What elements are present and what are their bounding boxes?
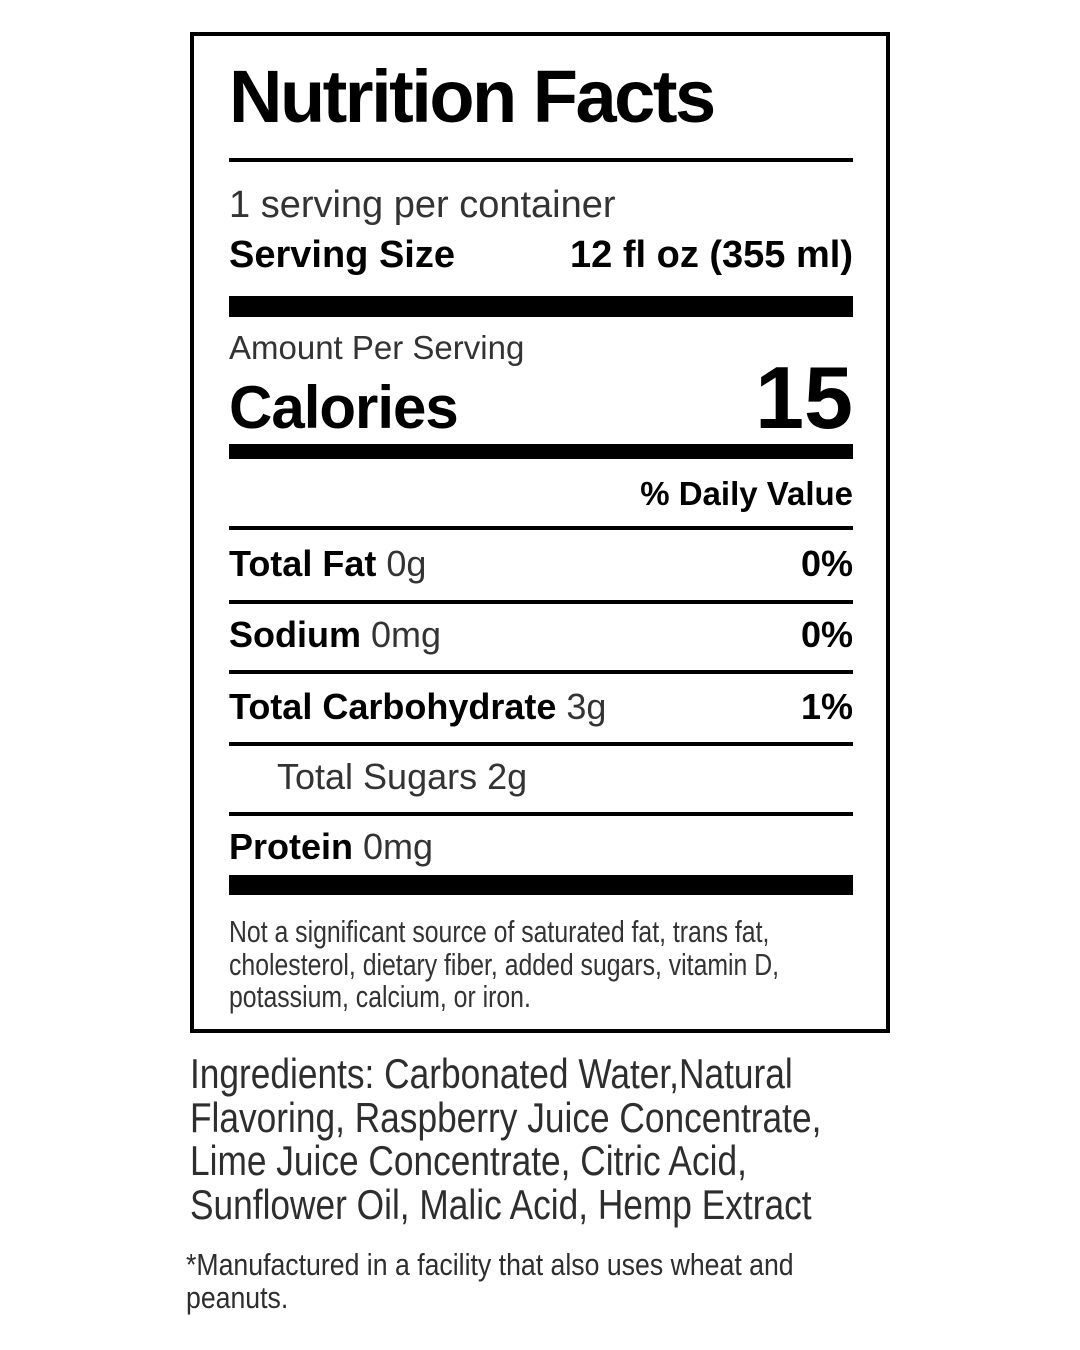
nutrient-row-total-fat: Total Fat 0g 0% bbox=[229, 541, 853, 587]
thick-separator-top bbox=[229, 296, 853, 317]
serving-size-label: Serving Size bbox=[229, 234, 455, 276]
thick-separator-bottom bbox=[229, 875, 853, 895]
nutrient-row-protein: Protein 0mg bbox=[229, 824, 853, 870]
nutrient-daily-value: 0% bbox=[800, 614, 853, 655]
daily-value-header: % Daily Value bbox=[640, 475, 853, 512]
footnote-line: cholesterol, dietary fiber, added sugars… bbox=[229, 946, 780, 982]
ingredients-line: Ingredients: Carbonated Water,Natural bbox=[190, 1050, 793, 1097]
ingredients-paragraph: Ingredients: Carbonated Water,Natural Fl… bbox=[190, 1052, 821, 1226]
row-divider-2 bbox=[229, 600, 853, 604]
nutrient-amount: 0g bbox=[386, 543, 427, 584]
allergen-line: peanuts. bbox=[186, 1280, 289, 1315]
serving-size-value: 12 fl oz (355 ml) bbox=[570, 234, 853, 276]
nutrient-amount: 0mg bbox=[371, 614, 442, 655]
medium-separator-calories bbox=[229, 444, 853, 459]
allergen-line: *Manufactured in a facility that also us… bbox=[186, 1247, 794, 1282]
nutrient-name: Protein bbox=[229, 826, 354, 867]
nutrient-row-left: Total Sugars 2g bbox=[277, 754, 527, 800]
ingredients-line: Lime Juice Concentrate, Citric Acid, bbox=[190, 1137, 747, 1184]
row-divider-4 bbox=[229, 742, 853, 746]
row-divider-3 bbox=[229, 670, 853, 674]
title-divider bbox=[229, 158, 853, 162]
ingredients-line: Sunflower Oil, Malic Acid, Hemp Extract bbox=[190, 1180, 812, 1228]
footnote-line: potassium, calcium, or iron. bbox=[229, 979, 531, 1014]
nutrient-daily-value: 1% bbox=[800, 686, 853, 727]
calories-value: 15 bbox=[755, 348, 853, 447]
amount-per-serving-label: Amount Per Serving bbox=[229, 329, 525, 366]
row-divider-1 bbox=[229, 526, 853, 530]
row-divider-5 bbox=[229, 812, 853, 816]
nutrient-amount: 3g bbox=[566, 686, 607, 727]
serving-size-row: Serving Size 12 fl oz (355 ml) bbox=[229, 232, 853, 278]
nutrient-amount: 2g bbox=[487, 756, 528, 797]
nutrient-row-total-carbohydrate: Total Carbohydrate 3g 1% bbox=[229, 684, 853, 730]
nutrition-facts-title: Nutrition Facts bbox=[229, 55, 716, 138]
footnote: Not a significant source of saturated fa… bbox=[229, 914, 780, 1014]
nutrient-row-left: Total Fat 0g bbox=[229, 541, 426, 587]
calories-label: Calories bbox=[229, 374, 459, 441]
nutrition-facts-panel: Nutrition Facts 1 serving per container … bbox=[190, 32, 890, 1033]
nutrient-row-sodium: Sodium 0mg 0% bbox=[229, 612, 853, 658]
calories-row: Calories 15 bbox=[229, 354, 853, 442]
nutrient-name: Total Carbohydrate bbox=[229, 686, 557, 727]
nutrient-name: Total Sugars bbox=[277, 756, 478, 797]
nutrient-name: Total Fat bbox=[229, 543, 377, 584]
servings-per-container: 1 serving per container bbox=[229, 184, 616, 226]
nutrient-amount: 0mg bbox=[363, 826, 434, 867]
nutrient-row-left: Sodium 0mg bbox=[229, 612, 441, 658]
nutrient-row-left: Total Carbohydrate 3g bbox=[229, 684, 606, 730]
nutrient-row-left: Protein 0mg bbox=[229, 824, 433, 870]
nutrient-name: Sodium bbox=[229, 614, 361, 655]
nutrient-daily-value: 0% bbox=[800, 543, 853, 584]
footnote-line: Not a significant source of saturated fa… bbox=[229, 914, 770, 949]
ingredients-line: Flavoring, Raspberry Juice Concentrate, bbox=[190, 1093, 822, 1141]
allergen-statement: *Manufactured in a facility that also us… bbox=[186, 1248, 794, 1314]
nutrient-row-total-sugars: Total Sugars 2g bbox=[229, 754, 853, 800]
